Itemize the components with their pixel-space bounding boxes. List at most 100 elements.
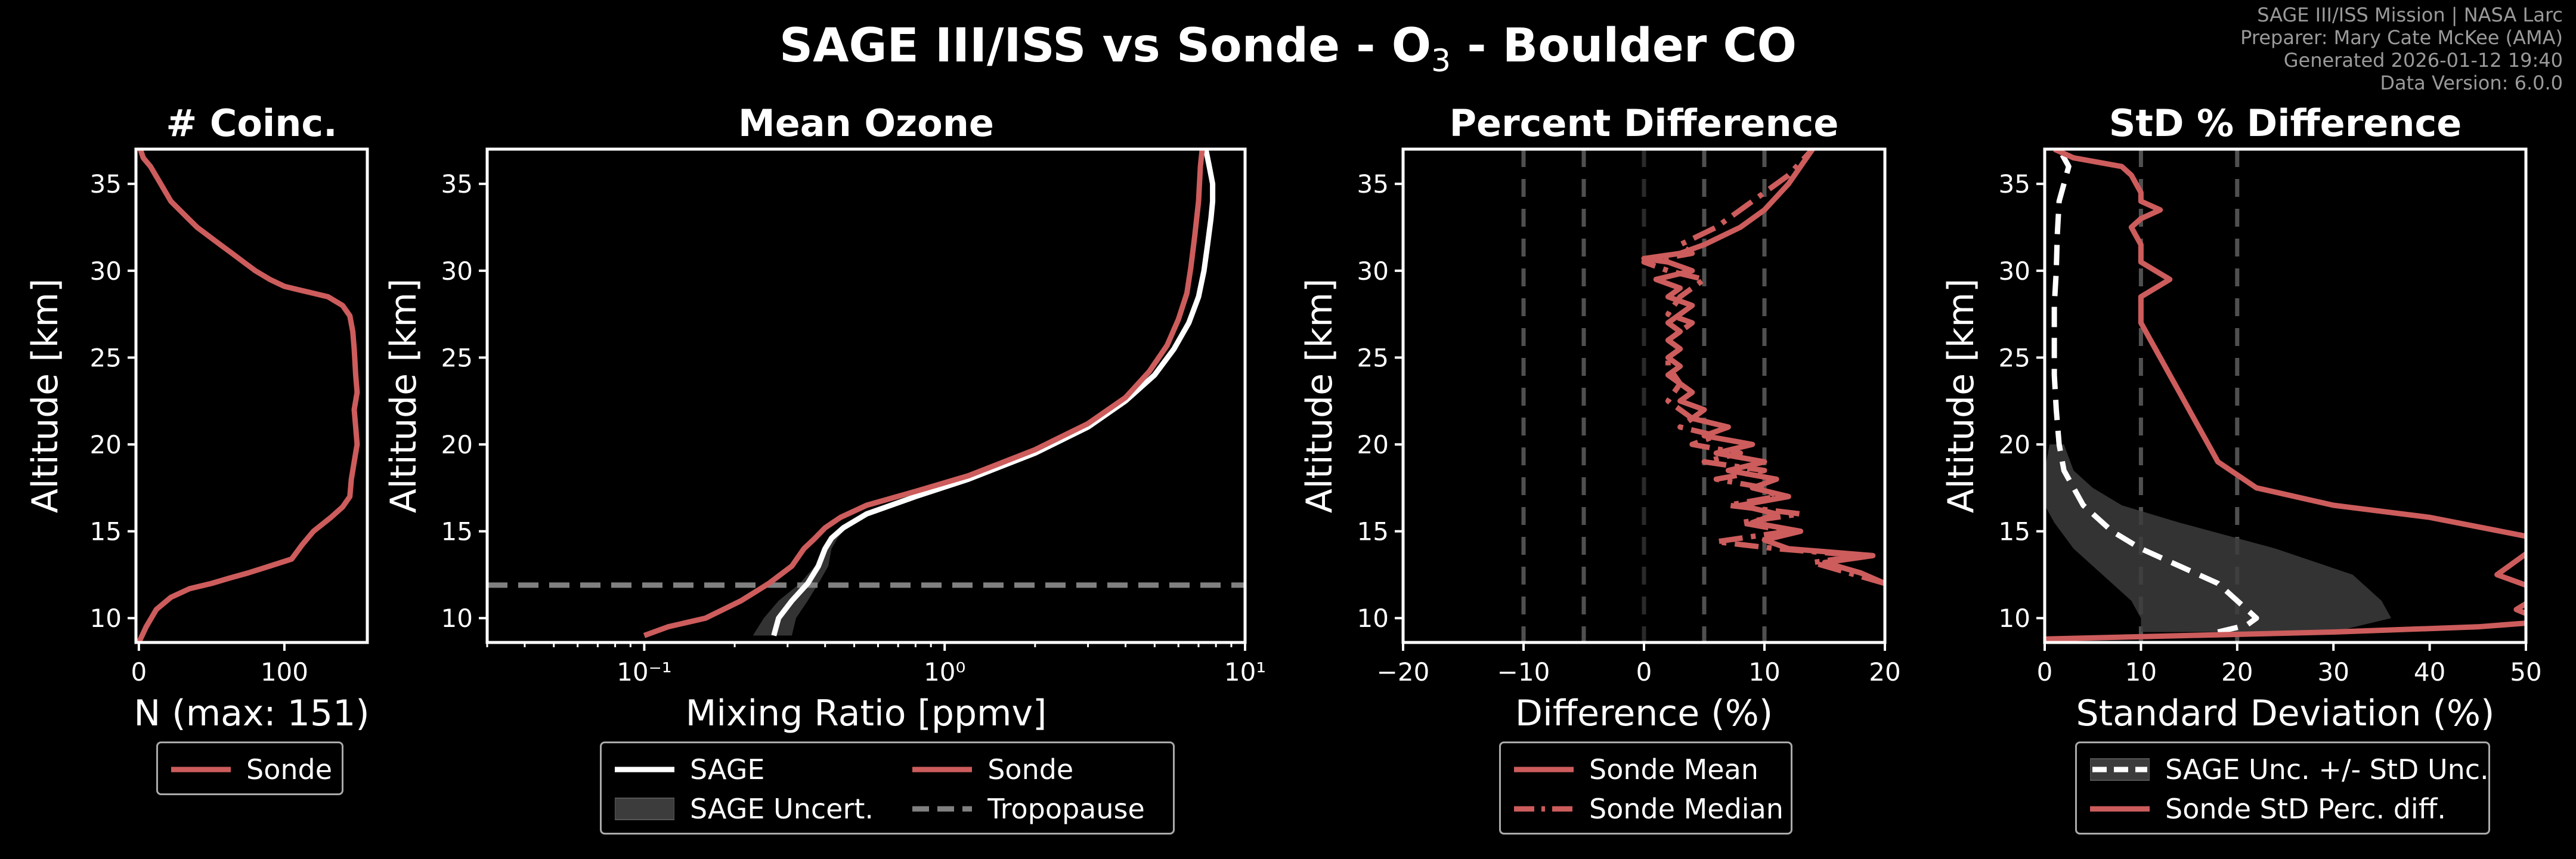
panel-title: # Coinc. (166, 101, 337, 145)
panel-title: StD % Difference (2109, 101, 2462, 145)
y-tick-label: 15 (90, 517, 122, 546)
legend-item-sonde-median: Sonde Median (1514, 791, 1784, 827)
plot-area-1 (487, 149, 1245, 638)
x-tick-label: 20 (1869, 657, 1900, 687)
legend-item-sage: SAGE (615, 752, 888, 787)
x-axis-label: Mixing Ratio [ppmv] (686, 693, 1047, 734)
legend-swatch (1514, 762, 1574, 777)
y-axis-label: Altitude [km] (1940, 279, 1982, 514)
legend-swatch (2090, 758, 2150, 781)
y-tick-label: 20 (1999, 430, 2030, 459)
legend-swatch (2090, 802, 2150, 816)
y-axis-label: Altitude [km] (1299, 279, 1340, 514)
y-tick-label: 35 (441, 169, 473, 199)
x-tick-label: 10⁻¹ (617, 657, 671, 687)
legend-item-sonde-std: Sonde StD Perc. diff. (2090, 791, 2489, 827)
y-tick-label: 15 (441, 517, 473, 546)
y-tick-label: 25 (90, 343, 122, 372)
info-box: SAGE III/ISS Mission | NASA Larc Prepare… (2240, 4, 2563, 94)
legend-std-difference: SAGE Unc. +/- StD Unc. Sonde StD Perc. d… (2075, 741, 2490, 835)
x-tick-label: 30 (2317, 657, 2349, 687)
plot-frame (134, 147, 369, 644)
x-tick-label: 100 (261, 657, 308, 687)
legend-label: Sonde (246, 753, 332, 786)
y-tick-label: 20 (1357, 430, 1389, 459)
legend-item-sonde: Sonde (912, 752, 1160, 787)
plot-area-3 (2045, 149, 2526, 642)
x-tick-label: −10 (1497, 657, 1550, 687)
main-title: SAGE III/ISS vs Sonde - O3 - Boulder CO (0, 19, 2576, 79)
y-tick-label: 35 (90, 169, 122, 199)
legend-label: Sonde Mean (1589, 753, 1758, 786)
y-tick-label: 25 (441, 343, 473, 372)
y-tick-label: 20 (90, 430, 122, 459)
x-axis-label: N (max: 151) (134, 693, 369, 734)
legend-label: Sonde (987, 753, 1074, 786)
legend-item-tropopause: Tropopause (912, 791, 1160, 827)
y-tick-label: 10 (441, 604, 473, 633)
legend-coinc: Sonde (156, 741, 343, 795)
legend-swatch (1514, 802, 1574, 816)
sonde-median-line (1641, 149, 1885, 586)
info-line: Preparer: Mary Cate McKee (AMA) (2240, 26, 2563, 49)
y-axis-label: Altitude [km] (383, 279, 425, 514)
legend-label: SAGE Uncert. (690, 793, 874, 825)
main-title-text: SAGE III/ISS vs Sonde - O (779, 19, 1432, 73)
x-tick-label: 10⁰ (924, 657, 965, 687)
main-title-tail: - Boulder CO (1451, 19, 1797, 73)
legend-swatch (171, 762, 231, 777)
x-tick-label: 10 (1748, 657, 1780, 687)
legend-item-sonde-mean: Sonde Mean (1514, 752, 1784, 787)
legend-swatch (912, 802, 973, 816)
main-title-subscript: 3 (1431, 43, 1451, 79)
x-tick-label: 10 (2125, 657, 2157, 687)
x-tick-label: 0 (2037, 657, 2053, 687)
y-tick-label: 10 (90, 604, 122, 633)
info-line: Generated 2026-01-12 19:40 (2283, 49, 2563, 72)
sonde-line (643, 149, 1205, 638)
x-tick-label: 0 (131, 657, 147, 687)
legend-mean-ozone: SAGE Sonde SAGE Uncert. Tropopause (600, 741, 1175, 835)
y-axis-label: Altitude [km] (24, 279, 66, 514)
legend-swatch (912, 762, 973, 777)
y-tick-label: 25 (1357, 343, 1389, 372)
y-tick-label: 25 (1999, 343, 2030, 372)
plot-frame (2043, 147, 2528, 644)
sonde-std-line (2045, 149, 2526, 642)
x-tick-label: 50 (2510, 657, 2541, 687)
plot-area-0 (136, 149, 360, 642)
x-tick-label: 0 (1636, 657, 1652, 687)
legend-swatch (615, 798, 674, 820)
x-tick-label: −20 (1377, 657, 1430, 687)
legend-swatch (615, 762, 674, 777)
legend-label: Sonde Median (1589, 793, 1784, 825)
y-tick-label: 35 (1999, 169, 2030, 199)
uncertainty-band (2045, 444, 2392, 632)
sonde-line (136, 149, 360, 642)
legend-item-sage-unc: SAGE Unc. +/- StD Unc. (2090, 752, 2489, 787)
y-tick-label: 10 (1357, 604, 1389, 633)
legend-label: Sonde StD Perc. diff. (2165, 793, 2447, 825)
x-axis-label: Difference (%) (1515, 693, 1773, 734)
x-tick-label: 40 (2414, 657, 2445, 687)
sage-unc-line (2051, 149, 2259, 635)
y-tick-label: 30 (1357, 257, 1389, 286)
legend-percent-difference: Sonde Mean Sonde Median (1499, 741, 1792, 835)
plot-area-2 (1521, 149, 1885, 642)
y-tick-label: 30 (90, 257, 122, 286)
legend-label: Tropopause (987, 793, 1145, 825)
y-tick-label: 10 (1999, 604, 2030, 633)
y-tick-label: 35 (1357, 169, 1389, 199)
legend-item-sage-uncert: SAGE Uncert. (615, 791, 888, 827)
y-tick-label: 15 (1999, 517, 2030, 546)
panel-title: Percent Difference (1450, 101, 1839, 145)
x-axis-label: Standard Deviation (%) (2076, 693, 2495, 734)
x-tick-label: 10¹ (1224, 657, 1266, 687)
y-tick-label: 30 (441, 257, 473, 286)
y-tick-label: 20 (441, 430, 473, 459)
legend-item-sonde: Sonde (171, 752, 332, 787)
legend-label: SAGE Unc. +/- StD Unc. (2165, 753, 2489, 786)
info-line: SAGE III/ISS Mission | NASA Larc (2257, 4, 2563, 26)
y-tick-label: 15 (1357, 517, 1389, 546)
